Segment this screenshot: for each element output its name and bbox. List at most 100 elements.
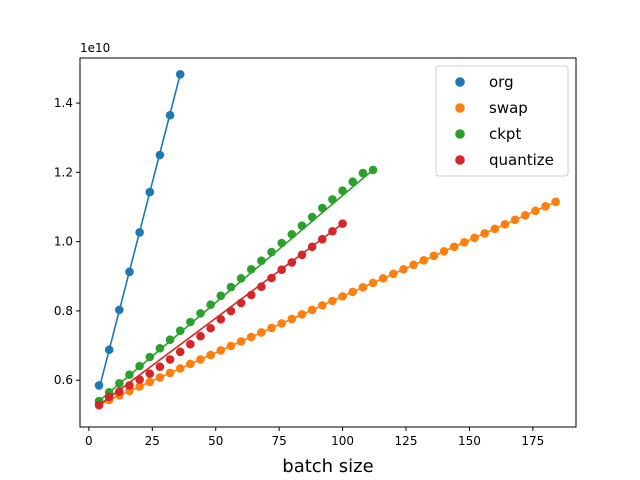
- data-point-ckpt: [358, 168, 368, 178]
- data-point-swap: [246, 332, 256, 342]
- data-point-ckpt: [236, 274, 246, 283]
- data-point-quantize: [216, 314, 226, 324]
- data-point-ckpt: [277, 238, 286, 248]
- data-point-ckpt: [135, 361, 144, 371]
- x-tick-label: 175: [521, 434, 544, 448]
- data-point-ckpt: [175, 326, 185, 335]
- data-point-ckpt: [368, 165, 378, 175]
- series-org: [94, 69, 185, 390]
- data-point-ckpt: [287, 230, 297, 239]
- data-point-ckpt: [226, 282, 236, 292]
- data-point-ckpt: [206, 300, 215, 309]
- data-point-quantize: [297, 250, 307, 260]
- data-point-quantize: [206, 323, 215, 333]
- data-point-swap: [470, 233, 479, 243]
- data-point-quantize: [287, 258, 297, 267]
- legend-label-swap: swap: [489, 99, 528, 117]
- data-point-swap: [378, 274, 388, 283]
- data-point-ckpt: [246, 265, 256, 274]
- axis-ticks: 0 25 50 75 100 125 150 175 0.6 0.8 1.0 1.2 1.4: [54, 96, 544, 448]
- data-point-ckpt: [307, 212, 317, 222]
- data-point-quantize: [125, 381, 134, 390]
- y-tick-label: 0.6: [54, 373, 73, 387]
- data-point-swap: [317, 301, 327, 310]
- data-point-ckpt: [155, 344, 165, 353]
- x-axis-label: batch size: [282, 456, 373, 477]
- data-point-swap: [439, 247, 449, 256]
- data-point-ckpt: [297, 221, 307, 230]
- data-point-swap: [287, 314, 297, 324]
- data-point-ckpt: [267, 247, 276, 257]
- data-point-org: [125, 267, 134, 277]
- y-tick-label: 1.0: [54, 235, 73, 249]
- data-point-swap: [328, 296, 337, 306]
- data-point-quantize: [94, 400, 104, 410]
- data-point-ckpt: [257, 256, 266, 265]
- data-point-ckpt: [196, 309, 205, 318]
- legend-marker-swap: [455, 103, 465, 113]
- data-point-quantize: [257, 282, 266, 291]
- data-point-quantize: [135, 375, 144, 384]
- data-point-quantize: [267, 273, 276, 283]
- x-tick-label: 150: [458, 434, 481, 448]
- data-point-swap: [368, 278, 378, 288]
- data-point-swap: [338, 292, 347, 301]
- data-point-ckpt: [328, 195, 337, 204]
- legend-label-ckpt: ckpt: [489, 125, 521, 143]
- data-point-swap: [551, 197, 561, 207]
- data-point-org: [115, 305, 124, 315]
- plot-area: [94, 69, 561, 410]
- data-point-swap: [389, 269, 398, 279]
- data-point-quantize: [165, 355, 175, 364]
- data-point-quantize: [328, 226, 337, 236]
- data-point-quantize: [236, 298, 246, 308]
- y-tick-label: 1.2: [54, 165, 73, 179]
- data-point-swap: [409, 260, 418, 270]
- data-point-swap: [155, 373, 165, 382]
- data-point-quantize: [277, 265, 286, 274]
- legend-label-org: org: [489, 73, 514, 91]
- data-point-quantize: [175, 347, 185, 357]
- data-point-swap: [520, 211, 530, 220]
- data-point-quantize: [104, 392, 114, 402]
- x-tick-label: 25: [145, 434, 160, 448]
- data-point-swap: [531, 206, 540, 216]
- x-tick-label: 100: [331, 434, 354, 448]
- data-point-swap: [277, 319, 286, 328]
- data-point-swap: [358, 283, 368, 292]
- data-point-ckpt: [317, 203, 327, 213]
- legend-frame: [435, 65, 569, 177]
- data-point-ckpt: [145, 352, 155, 362]
- legend-label-quantize: quantize: [489, 151, 554, 169]
- data-point-org: [135, 227, 144, 237]
- fit-line-ckpt: [98, 169, 374, 402]
- data-point-ckpt: [338, 186, 347, 196]
- data-point-org: [155, 150, 165, 160]
- data-point-quantize: [307, 242, 317, 252]
- data-point-org: [94, 381, 104, 390]
- series-ckpt: [94, 165, 378, 406]
- data-point-org: [175, 69, 185, 79]
- x-tick-label: 75: [272, 434, 287, 448]
- data-point-quantize: [115, 387, 124, 396]
- data-point-swap: [135, 382, 144, 391]
- x-tick-label: 125: [395, 434, 418, 448]
- data-point-org: [165, 110, 175, 120]
- series-quantize: [94, 219, 347, 410]
- data-point-ckpt: [125, 370, 134, 379]
- data-point-swap: [500, 220, 510, 229]
- data-point-quantize: [226, 306, 236, 316]
- fit-line-swap: [98, 201, 557, 406]
- data-point-swap: [480, 229, 489, 238]
- series-swap: [94, 197, 561, 409]
- data-point-swap: [419, 256, 429, 265]
- y-tick-label: 0.8: [54, 304, 73, 318]
- data-point-quantize: [246, 290, 256, 300]
- data-point-swap: [216, 346, 226, 355]
- data-point-swap: [429, 251, 439, 261]
- data-point-ckpt: [216, 291, 226, 300]
- data-point-swap: [490, 224, 500, 234]
- data-point-swap: [267, 323, 276, 333]
- legend: org swap ckpt quantize: [435, 65, 569, 177]
